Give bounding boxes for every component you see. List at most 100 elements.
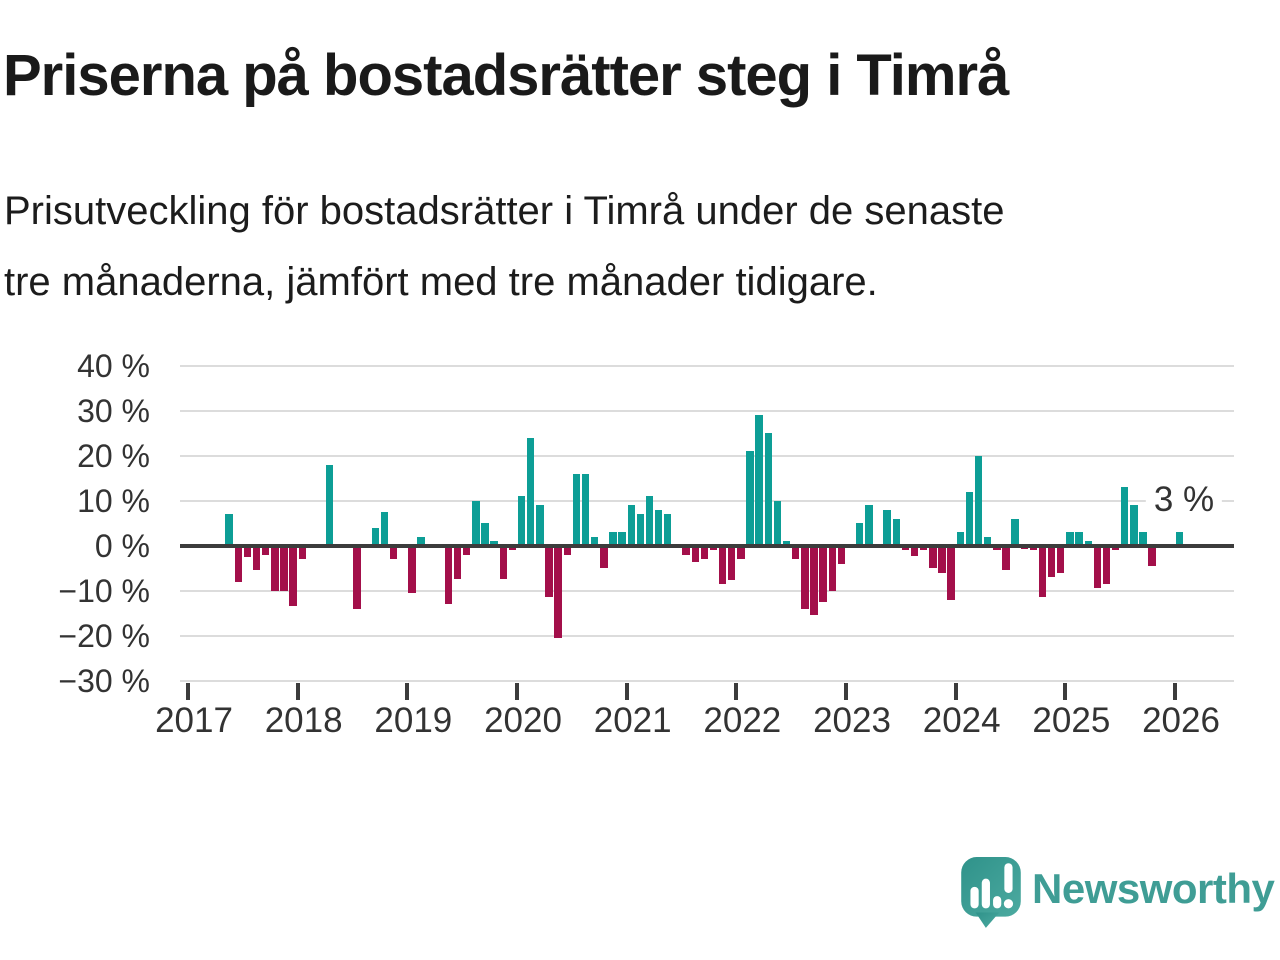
- x-axis-tick: [515, 683, 519, 700]
- gridline: [180, 634, 1234, 637]
- bar-2019-01: [408, 545, 416, 593]
- x-axis-tick: [295, 683, 300, 700]
- y-axis-label: 40 %: [77, 347, 150, 384]
- x-axis-label: 2024: [922, 701, 1001, 740]
- y-axis-label: 30 %: [77, 392, 150, 429]
- logo-exclamation-dot: [1003, 899, 1014, 909]
- bar-2021-11: [718, 545, 727, 584]
- bar-2021-09: [700, 545, 709, 559]
- page-title: Priserna på bostadsrätter steg i Timrå: [3, 43, 1009, 108]
- bar-2024-02: [965, 491, 974, 546]
- bar-2021-03: [645, 496, 654, 546]
- bar-2025-09: [1139, 532, 1147, 546]
- bar-2022-07: [792, 545, 800, 559]
- bar-2023-05: [883, 509, 891, 546]
- bar-2019-08: [472, 500, 480, 546]
- latest-value-annotation: 3 %: [1145, 480, 1223, 520]
- bar-2022-08: [801, 545, 809, 609]
- bar-2018-04: [325, 464, 334, 546]
- brand-name: Newsworthy: [1032, 865, 1275, 912]
- logo-bar-2: [981, 878, 990, 909]
- bar-2025-05: [1102, 545, 1111, 584]
- bar-2021-05: [664, 514, 672, 546]
- bar-2025-06: [1111, 545, 1120, 550]
- bar-2022-05: [773, 500, 782, 546]
- bar-2021-10: [709, 545, 718, 550]
- bar-2017-06: [234, 545, 242, 582]
- bar-2019-10: [490, 541, 498, 546]
- bar-2022-12: [837, 545, 846, 564]
- bar-2020-11: [609, 532, 617, 546]
- bar-2021-01: [627, 505, 635, 546]
- bar-2024-01: [956, 532, 964, 546]
- bar-2022-02: [746, 451, 754, 546]
- bar-2023-07: [901, 545, 910, 550]
- bar-2020-03: [536, 505, 544, 546]
- bar-2023-10: [929, 545, 937, 568]
- x-axis-label: 2018: [264, 701, 343, 740]
- bar-2025-01: [1066, 532, 1074, 546]
- bar-2024-03: [974, 455, 983, 546]
- bar-2026-01: [1175, 532, 1184, 546]
- y-axis-label: 20 %: [77, 437, 150, 474]
- bar-2024-12: [1057, 545, 1065, 573]
- bar-2025-03: [1084, 541, 1092, 546]
- gridline: [180, 499, 1234, 502]
- bar-2021-12: [728, 545, 736, 581]
- x-axis-tick: [624, 683, 629, 700]
- bar-2018-01: [298, 545, 306, 559]
- bar-2018-10: [380, 511, 389, 546]
- bar-2020-01: [517, 496, 526, 546]
- bar-2024-06: [1002, 545, 1010, 571]
- x-axis-label: 2025: [1032, 701, 1111, 740]
- bar-2022-03: [755, 415, 763, 546]
- bar-2018-09: [371, 527, 380, 546]
- bar-2019-02: [417, 536, 425, 546]
- bar-2020-05: [554, 545, 562, 638]
- bar-2020-08: [581, 473, 590, 546]
- x-axis-tick: [1063, 683, 1068, 700]
- y-axis-label: −10 %: [58, 572, 150, 609]
- bar-2025-02: [1075, 532, 1083, 546]
- bar-2020-12: [618, 532, 626, 546]
- bar-2019-07: [463, 545, 471, 555]
- bar-2020-10: [600, 545, 608, 568]
- x-axis-label: 2020: [484, 701, 562, 740]
- bar-2025-08: [1130, 505, 1138, 546]
- bar-2024-07: [1011, 518, 1019, 546]
- bar-2021-08: [691, 545, 699, 563]
- bar-2023-06: [892, 518, 900, 546]
- gridline: [180, 589, 1234, 592]
- x-axis-tick: [186, 683, 190, 700]
- x-axis-tick: [734, 683, 739, 700]
- bar-2020-07: [572, 473, 581, 546]
- x-axis-tick: [953, 683, 958, 700]
- bar-2020-06: [563, 545, 571, 555]
- logo-exclamation-bar: [1004, 863, 1013, 893]
- bar-2020-02: [527, 437, 535, 546]
- bar-2025-10: [1148, 545, 1156, 566]
- subtitle-line-1: Prisutveckling för bostadsrätter i Timrå…: [4, 189, 1005, 233]
- bar-2025-04: [1093, 545, 1102, 589]
- bar-2017-07: [243, 545, 252, 557]
- bar-2024-10: [1038, 545, 1047, 598]
- bar-2019-09: [481, 523, 489, 546]
- logo-bar-1: [970, 886, 979, 909]
- bar-2019-05: [444, 545, 453, 604]
- y-axis-label: 0 %: [94, 527, 150, 564]
- bar-2020-04: [545, 545, 553, 598]
- x-axis-label: 2017: [155, 701, 233, 740]
- bar-2023-02: [856, 523, 864, 546]
- newsworthy-speech-bubble-icon: [961, 857, 1021, 928]
- bar-2023-09: [920, 545, 928, 550]
- bar-2019-11: [499, 545, 507, 580]
- bar-2017-12: [289, 545, 297, 607]
- bar-2024-09: [1029, 545, 1038, 550]
- gridline: [180, 679, 1234, 682]
- chart-subtitle: Prisutveckling för bostadsrätter i Timrå…: [4, 176, 1004, 318]
- bar-2022-10: [819, 545, 827, 602]
- chart: 3 % 40 % 30 % 20 % 10 % 0 % −10 % −20 % −30 % 20…: [0, 340, 1280, 760]
- bar-2017-05: [225, 514, 233, 546]
- bar-2024-05: [993, 545, 1001, 550]
